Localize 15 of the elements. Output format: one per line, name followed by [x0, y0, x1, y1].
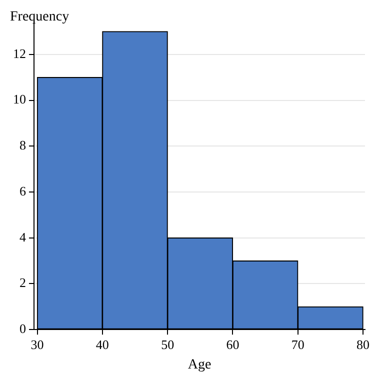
x-tick-label: 40: [96, 336, 109, 352]
x-tick-label: 80: [356, 336, 370, 352]
x-tick-label: 30: [30, 336, 44, 352]
x-tick-label: 50: [161, 336, 174, 352]
x-tick-label: 70: [291, 336, 304, 352]
y-axis-title: Frequency: [10, 10, 70, 25]
x-tick-label: 60: [226, 336, 240, 352]
y-tick-label: 2: [20, 275, 26, 290]
y-tick-label: 8: [20, 138, 26, 153]
x-axis-title: Age: [188, 357, 212, 372]
y-tick-label: 10: [13, 92, 26, 107]
y-tick-label: 0: [20, 321, 26, 336]
y-tick-label: 12: [13, 46, 26, 61]
y-tick-label: 4: [20, 229, 26, 244]
y-tick-label: 6: [20, 183, 26, 198]
